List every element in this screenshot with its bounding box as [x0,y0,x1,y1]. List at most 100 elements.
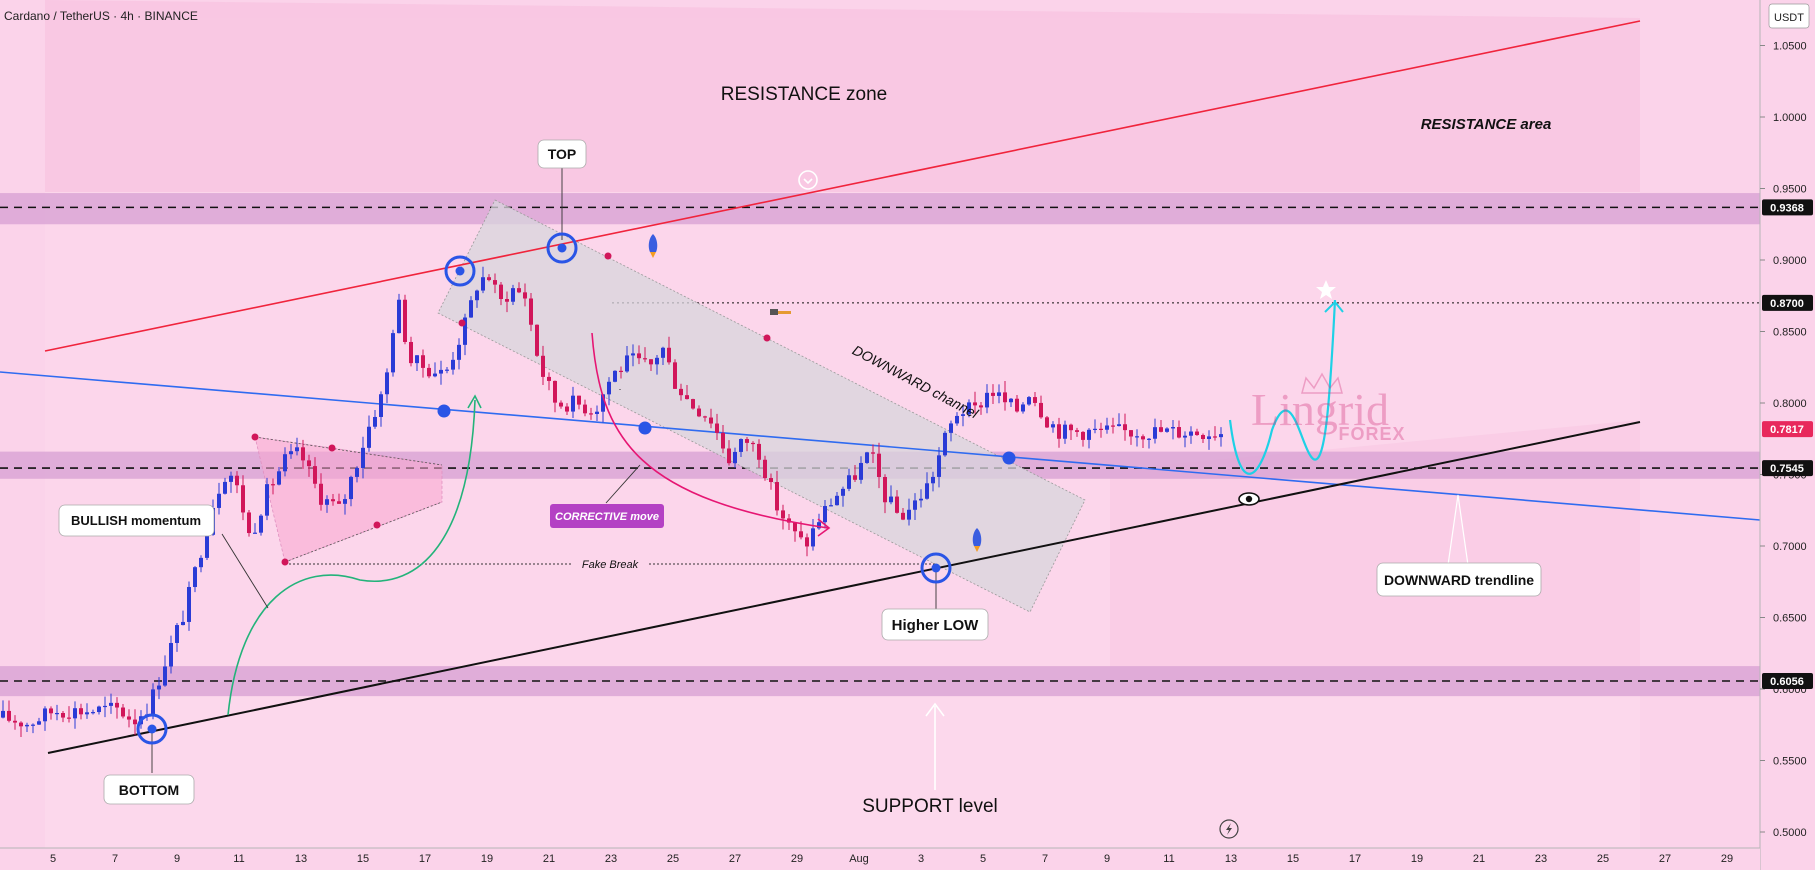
candle-body-113 [679,388,683,396]
candle-body-109 [655,357,659,365]
candle-body-51 [307,460,311,467]
hammer-icon [770,309,791,315]
candle-body-26 [157,685,161,690]
candle-body-57 [343,499,347,504]
candle-body-91 [547,376,551,381]
candle-body-70 [421,355,425,368]
x-tick-label-8: 21 [543,853,555,865]
candle-body-93 [559,402,563,407]
label-fake-break-text: Fake Break [582,559,639,571]
x-tick-label-2: 9 [174,853,180,865]
candle-body-21 [127,716,131,720]
pink-dot-5 [458,319,466,327]
x-tick-label-27: 29 [1721,853,1733,865]
candle-body-90 [541,355,545,377]
candle-body-47 [283,454,287,472]
candle-body-162 [973,402,977,406]
candle-body-63 [379,394,383,417]
label-downward-trendline: DOWNWARD trendline [1376,562,1542,597]
candle-body-195 [1171,427,1175,429]
rocket-icon [648,234,658,258]
candle-body-12 [73,708,77,719]
candle-body-89 [535,324,539,356]
candle-body-106 [637,353,641,359]
candle-body-120 [721,432,725,449]
annotation-resistance-zone: RESISTANCE zone [721,84,887,105]
candle-body-114 [685,395,689,400]
y-tick-label-2: 0.9500 [1773,184,1807,196]
candle-body-64 [385,372,389,395]
candle-body-1 [7,710,11,721]
candle-body-68 [409,341,413,364]
candle-body-61 [367,426,371,448]
candle-body-117 [703,416,707,418]
x-tick-label-17: 9 [1104,853,1110,865]
candle-body-14 [85,712,89,715]
candle-body-145 [871,452,875,454]
candles-layer [1,266,1223,738]
x-tick-label-25: 25 [1597,853,1609,865]
candle-body-42 [253,532,257,534]
trendline-pointer [1447,494,1469,566]
candle-body-2 [13,720,17,723]
candle-body-5 [31,724,35,726]
candle-body-54 [325,499,329,505]
candle-body-179 [1075,430,1079,432]
candle-body-177 [1063,424,1067,439]
candle-body-141 [847,475,851,489]
candle-body-108 [649,359,653,365]
candle-body-87 [523,292,527,299]
candle-body-182 [1093,428,1097,430]
y-tick-label-10: 0.5500 [1773,756,1807,768]
y-tick-label-5: 0.8000 [1773,398,1807,410]
candle-body-73 [439,369,443,374]
candle-body-148 [889,496,893,503]
candle-body-149 [895,496,899,513]
x-tick-label-10: 25 [667,853,679,865]
candle-body-111 [667,347,671,363]
candle-body-110 [661,347,665,358]
watermark-line2: FOREX [1338,424,1405,444]
candle-body-130 [781,510,785,519]
candle-body-157 [943,432,947,456]
x-tick-label-11: 27 [729,853,741,865]
candle-body-65 [391,333,395,373]
annotation-support-level: SUPPORT level [862,796,998,817]
candle-body-53 [319,483,323,505]
candle-body-94 [565,406,569,412]
candle-body-198 [1189,431,1193,436]
levels-layer [0,206,1760,682]
label-downward-trendline-text: DOWNWARD trendline [1384,572,1534,588]
label-bullish-momentum: BULLISH momentum [58,504,215,537]
candle-body-79 [475,290,479,301]
bullish-arrowhead [467,394,482,409]
candle-body-129 [775,482,779,511]
label-bullish-momentum-text: BULLISH momentum [71,513,201,528]
candle-body-133 [799,531,803,538]
candle-body-82 [493,280,497,285]
eye-icon [1238,492,1260,506]
downward-trendline [0,371,1761,521]
price-tag-1: 0.8700 [1770,298,1804,310]
bullish-leader-line [221,533,269,609]
candle-body-115 [691,399,695,409]
label-bottom-text: BOTTOM [119,782,179,798]
candle-body-140 [841,488,845,496]
candle-body-81 [487,277,491,281]
x-axis-ticks: 5 7 9 11 13 15 17 19 21 23 25 27 29 Aug 3 5 7 9 11 13 15 17 19… [50,853,1733,865]
candle-body-9 [55,712,59,715]
candle-body-172 [1033,397,1037,403]
candle-body-22 [133,719,137,725]
x-tick-label-7: 19 [481,853,493,865]
x-tick-label-23: 21 [1473,853,1485,865]
price-tag-bg-0 [1762,199,1813,216]
candle-body-40 [241,485,245,513]
candle-body-201 [1207,436,1211,440]
candle-body-128 [769,478,773,483]
x-tick-label-9: 23 [605,853,617,865]
pink-dot-4 [373,521,381,529]
time-axis-panel[interactable] [0,848,1760,870]
pink-dot-6 [763,334,771,342]
candle-body-202 [1213,436,1217,438]
